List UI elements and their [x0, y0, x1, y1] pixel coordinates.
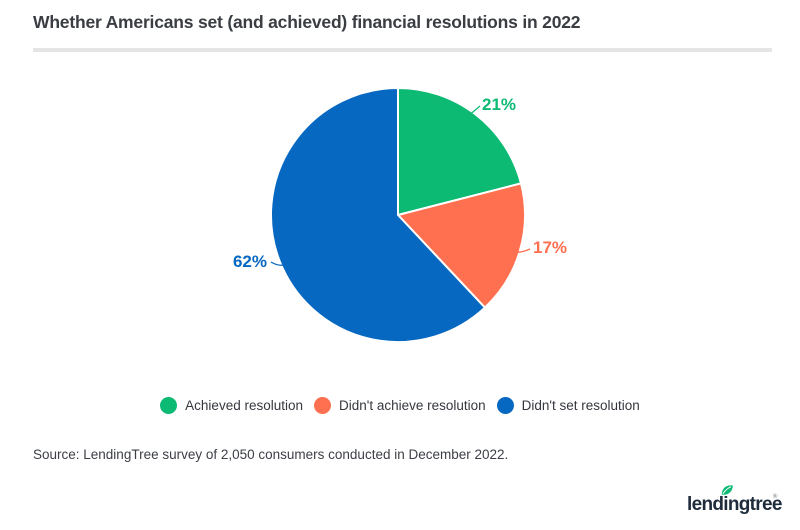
chart-legend: Achieved resolution Didn't achieve resol…	[0, 397, 800, 414]
pie-slice-1	[397, 182, 526, 309]
legend-item-achieved-resolution: Achieved resolution	[160, 397, 303, 414]
legend-label-achieved-resolution: Achieved resolution	[185, 398, 303, 413]
pie-data-label-0: 21%	[482, 95, 516, 114]
pie-slice-0	[397, 87, 522, 216]
label-leader-line-2	[270, 261, 290, 266]
legend-swatch-blue	[496, 397, 514, 414]
title-divider	[33, 48, 772, 52]
chart-title: Whether Americans set (and achieved) fin…	[33, 12, 581, 32]
legend-swatch-green	[160, 397, 178, 414]
legend-label-didnt-achieve-resolution: Didn't achieve resolution	[339, 398, 486, 413]
pie-data-label-1: 17%	[533, 238, 567, 257]
legend-item-didnt-achieve-resolution: Didn't achieve resolution	[314, 397, 486, 414]
legend-label-didnt-set-resolution: Didn't set resolution	[521, 398, 640, 413]
label-leader-line-1	[505, 248, 531, 254]
pie-slice-2	[270, 87, 486, 343]
pie-data-label-2: 62%	[233, 252, 267, 271]
lendingtree-logo: lendingtree ®	[687, 485, 787, 522]
pie-chart: 21% 17% 62%	[233, 87, 567, 343]
logo-trademark: ®	[773, 494, 778, 500]
source-note: Source: LendingTree survey of 2,050 cons…	[33, 447, 509, 462]
legend-swatch-orange	[314, 397, 331, 414]
logo-text: lendingtree	[687, 494, 782, 515]
legend-item-didnt-set-resolution: Didn't set resolution	[496, 397, 640, 414]
label-leader-line-0	[460, 105, 481, 123]
leaf-icon	[721, 485, 733, 495]
